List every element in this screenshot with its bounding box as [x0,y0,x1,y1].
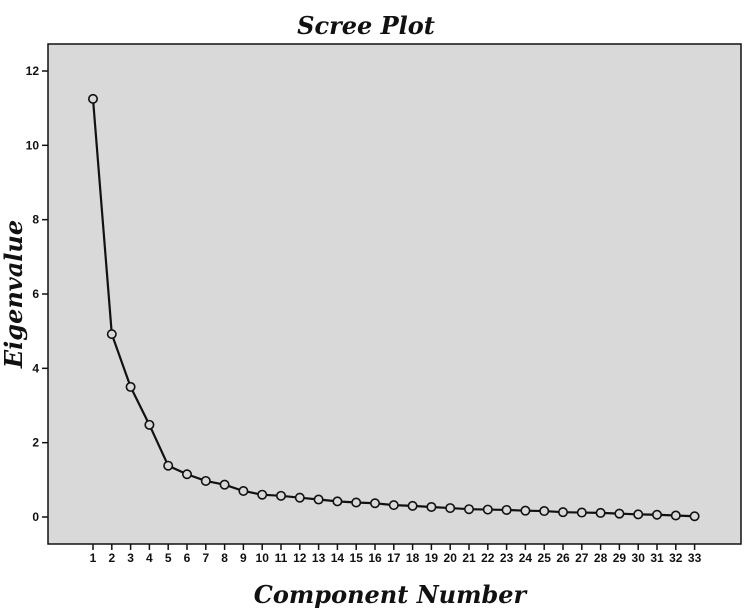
x-tick-label: 33 [688,551,702,565]
data-point [106,329,117,340]
y-tick-label: 0 [32,510,39,524]
y-tick-label: 12 [26,64,40,78]
data-point [595,507,606,518]
data-point [557,507,568,518]
data-point [651,509,662,520]
x-tick-label: 29 [613,551,627,565]
x-tick-label: 9 [240,551,247,565]
x-tick-label: 18 [406,551,420,565]
x-tick-label: 3 [127,551,134,565]
x-tick-label: 20 [444,551,458,565]
data-point [445,503,456,514]
data-point [219,479,230,490]
y-tick-label: 10 [26,138,40,152]
data-point [633,509,644,520]
x-tick-label: 13 [312,551,326,565]
x-tick-label: 19 [425,551,439,565]
x-tick-label: 23 [500,551,514,565]
data-point [539,506,550,517]
x-axis-title: Component Number [254,580,529,609]
data-point [463,504,474,515]
x-tick-label: 21 [462,551,476,565]
data-point [313,494,324,505]
data-point [520,505,531,516]
data-point [670,510,681,521]
data-point [576,507,587,518]
data-point [257,489,268,500]
x-tick-label: 12 [293,551,307,565]
x-tick-label: 4 [146,551,153,565]
x-tick-label: 6 [184,551,191,565]
x-tick-label: 24 [519,551,533,565]
data-point [294,492,305,503]
x-tick-label: 7 [202,551,209,565]
x-tick-label: 16 [368,551,382,565]
y-tick-label: 2 [32,436,39,450]
data-point [144,419,155,430]
x-tick-label: 2 [108,551,115,565]
x-tick-label: 28 [594,551,608,565]
data-point [614,508,625,519]
data-point [332,496,343,507]
x-tick-label: 25 [538,551,552,565]
x-tick-label: 1 [90,551,97,565]
data-point [125,381,136,392]
x-tick-label: 8 [221,551,228,565]
x-tick-label: 31 [650,551,664,565]
x-tick-label: 14 [331,551,345,565]
x-tick-label: 5 [165,551,172,565]
x-tick-label: 17 [387,551,401,565]
data-point [689,511,700,522]
data-point [238,485,249,496]
data-point [388,500,399,511]
data-point [369,498,380,509]
y-tick-label: 6 [32,287,39,301]
data-point [88,93,99,104]
y-axis-title: Eigenvalue [0,220,28,369]
chart-title: Scree Plot [297,11,435,40]
data-point [200,475,211,486]
x-tick-label: 22 [481,551,495,565]
x-tick-label: 32 [669,551,683,565]
data-point [275,490,286,501]
data-point [407,500,418,511]
x-tick-label: 27 [575,551,589,565]
x-tick-label: 11 [275,551,288,565]
data-point [163,460,174,471]
x-tick-label: 10 [256,551,270,565]
x-tick-label: 15 [350,551,364,565]
data-point [501,504,512,515]
x-tick-label: 26 [556,551,570,565]
series-scree [88,93,700,522]
data-point [351,497,362,508]
y-tick-label: 4 [32,361,39,375]
x-tick-label: 30 [632,551,646,565]
data-point [482,504,493,515]
data-point [182,469,193,480]
plot-area [47,43,742,545]
y-tick-label: 8 [32,213,39,227]
data-point [426,501,437,512]
